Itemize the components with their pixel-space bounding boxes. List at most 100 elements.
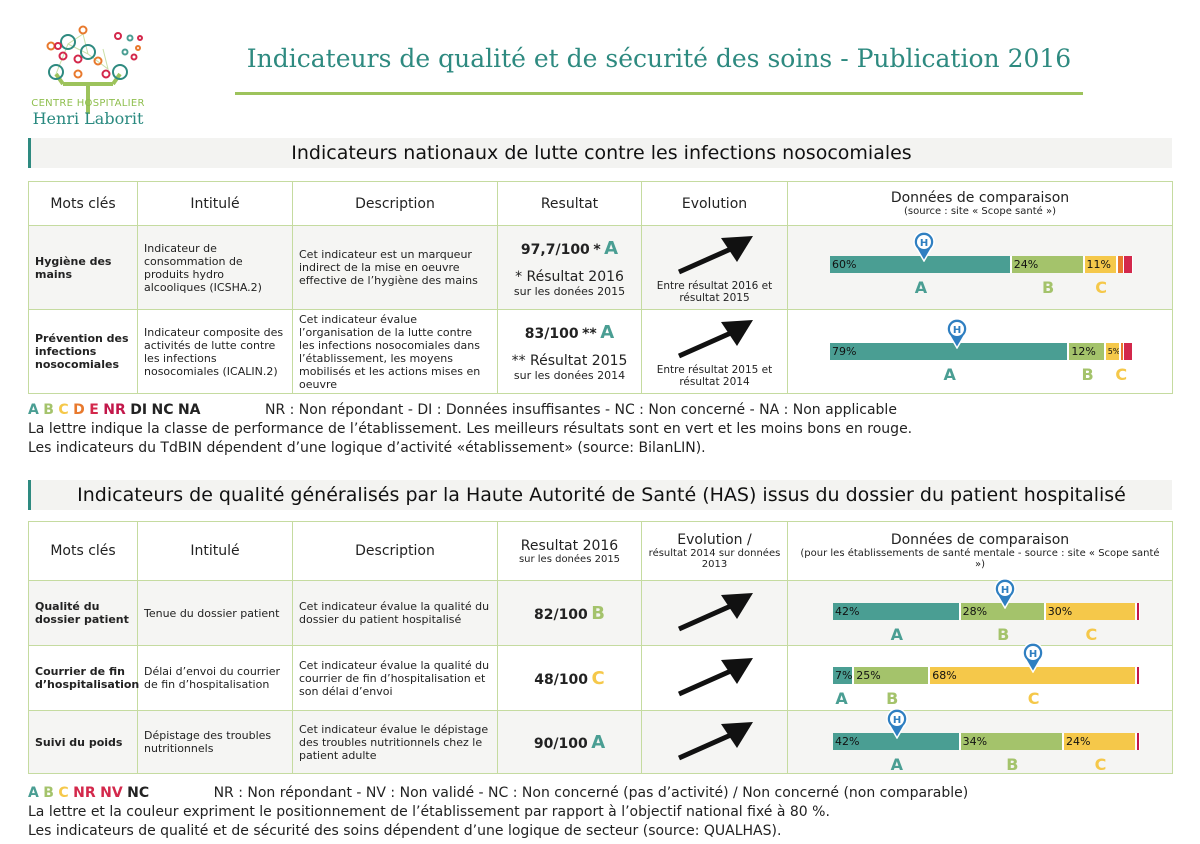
evolution-cell — [641, 580, 788, 646]
result-grade: A — [600, 321, 615, 343]
header-description: Description — [292, 181, 498, 226]
title-divider — [235, 92, 1083, 95]
description-cell: Cet indicateur évalue le dépistage des t… — [292, 710, 498, 774]
description-cell: Cet indicateur évalue l’organisation de … — [292, 309, 498, 394]
legend-na: NA — [177, 402, 201, 418]
header-evolution: Evolution — [641, 181, 788, 226]
bar-segment-c: 24% — [1064, 733, 1137, 750]
legend-d: D — [73, 402, 85, 418]
hospital-marker-icon: H — [913, 231, 935, 265]
distribution-bar: 42% 28% 30% — [833, 603, 1140, 620]
result-note-sub: sur les donées 2015 — [513, 284, 626, 298]
legend-definitions: NR : Non répondant - NV : Non validé - N… — [213, 785, 969, 801]
result-value: 82/100 — [533, 606, 588, 623]
result-value: 83/100 — [524, 325, 579, 342]
result-cell: 83/100 ** A ** Résultat 2015 sur les donée… — [497, 309, 642, 394]
comparison-cell: A B C 42% 28% 30% H — [787, 578, 1173, 646]
comparison-cell: A B C 7% 25% 68% H — [787, 642, 1173, 711]
comparison-cell: A B C 42% 34% 24% H — [787, 708, 1173, 774]
header-comparison-note: (pour les établissements de santé mental… — [800, 548, 1160, 570]
table-row: Suivi du poids Dépistage des troubles nu… — [28, 708, 1173, 774]
header-evolution-note: résultat 2014 sur données 2013 — [648, 548, 781, 570]
result-grade: B — [591, 602, 606, 624]
grade-label-c: C — [1115, 365, 1128, 384]
header-result-label: Resultat 2016 — [520, 537, 619, 554]
bar-segment-a: 42% — [833, 603, 961, 620]
bar-segment-c: 5% — [1105, 343, 1121, 360]
name-cell: Indicateur composite des activités de lu… — [137, 309, 293, 394]
bar-segment-a: 60% — [830, 256, 1012, 273]
bar-segment-a: 7% — [833, 667, 855, 684]
hospital-marker-icon: H — [994, 578, 1016, 612]
result-value: 97,7/100 — [520, 241, 590, 258]
comparison-cell: A B C 79% 12% 5% H — [787, 309, 1173, 394]
legend-nr: NR — [103, 402, 126, 418]
grade-label-a: A — [890, 625, 904, 644]
table-row: Qualité du dossier patient Tenue du doss… — [28, 578, 1173, 646]
legend-nr: NR — [73, 785, 96, 801]
result-grade: C — [591, 667, 605, 689]
legend-b: B — [43, 402, 54, 418]
grade-label-b: B — [886, 689, 899, 708]
grade-label-c: C — [1027, 689, 1040, 708]
result-star: ** — [582, 325, 597, 342]
grade-label-a: A — [835, 689, 848, 708]
table-row: Hygiène des mains Indicateur de consomma… — [28, 225, 1173, 310]
logo-tree-icon — [46, 25, 143, 114]
result-grade: A — [591, 731, 606, 753]
evolution-cell — [641, 645, 788, 711]
svg-text:H: H — [920, 238, 928, 249]
bar-segment-b: 25% — [854, 667, 931, 684]
legend-b: B — [43, 785, 54, 801]
bar-segment-e — [1123, 256, 1133, 273]
logo-line2: Henri Laborit — [32, 109, 144, 128]
bar-segment-c: 11% — [1084, 256, 1118, 273]
distribution-bar: 7% 25% 68% — [833, 667, 1140, 684]
description-cell: Cet indicateur est un marqueur indirect … — [292, 225, 498, 310]
section1-table: Mots clés Intitulé Description Resultat … — [28, 181, 1173, 394]
section2-legend: A B C NR NV NC NR : Non répondant - NV :… — [28, 784, 968, 841]
table-row: Prévention des infections nosocomiales I… — [28, 309, 1173, 394]
result-cell: 82/100 B — [497, 580, 642, 646]
result-note: * Résultat 2016 sur les donées 2015 — [504, 269, 635, 298]
result-cell: 48/100 C — [497, 645, 642, 711]
legend-c: C — [58, 402, 69, 418]
result-note-text: ** Résultat 2015 — [511, 352, 628, 369]
legend-nc: NC — [127, 785, 150, 801]
legend-a: A — [28, 785, 39, 801]
header-evolution-label: Evolution / — [677, 532, 752, 548]
table-header-row: Mots clés Intitulé Description Resultat … — [28, 181, 1173, 226]
legend-nc: NC — [151, 402, 174, 418]
hospital-marker-icon: H — [1021, 642, 1044, 676]
evolution-cell: Entre résultat 2016 et résultat 2015 — [641, 225, 788, 310]
header-result: Resultat 2016 sur les donées 2015 — [497, 521, 642, 581]
comparison-cell: A B C 60% 24% 11% H — [787, 225, 1173, 310]
description-cell: Cet indicateur évalue la qualité du cour… — [292, 645, 498, 711]
header-keywords: Mots clés — [28, 521, 138, 581]
header-comparison: Données de comparaison (pour les établiss… — [787, 521, 1173, 581]
legend-definitions: NR : Non répondant - DI : Données insuff… — [264, 402, 897, 418]
page-title: Indicateurs de qualité et de sécurité de… — [246, 44, 1072, 73]
result-cell: 90/100 A — [497, 710, 642, 774]
grade-label-c: C — [1094, 755, 1107, 774]
header-name: Intitulé — [137, 521, 293, 581]
distribution-bar: 42% 34% 24% — [833, 733, 1140, 750]
svg-text:H: H — [1001, 585, 1009, 596]
hospital-marker-icon: H — [946, 318, 968, 352]
grade-label-c: C — [1095, 278, 1108, 297]
keywords-cell: Hygiène des mains — [28, 225, 138, 310]
legend-c: C — [58, 785, 69, 801]
distribution-bar: 79% 12% 5% — [830, 343, 1133, 360]
legend-line3: Les indicateurs du TdBIN dépendent d’une… — [28, 440, 706, 456]
keywords-cell: Prévention des infections nosocomiales — [28, 309, 138, 394]
bar-segment-c: 30% — [1045, 603, 1137, 620]
grade-label-a: A — [914, 278, 928, 297]
bar-segment-b: 34% — [960, 733, 1064, 750]
svg-text:H: H — [893, 715, 901, 726]
grade-label-b: B — [997, 625, 1010, 644]
bar-segment-a: 79% — [830, 343, 1070, 360]
legend-e: E — [89, 402, 99, 418]
table-row: Courrier de fin d’hospitalisation Délai … — [28, 642, 1173, 711]
section2-table: Mots clés Intitulé Description Resultat … — [28, 521, 1173, 774]
logo-line1: CENTRE HOSPITALIER — [31, 98, 145, 109]
